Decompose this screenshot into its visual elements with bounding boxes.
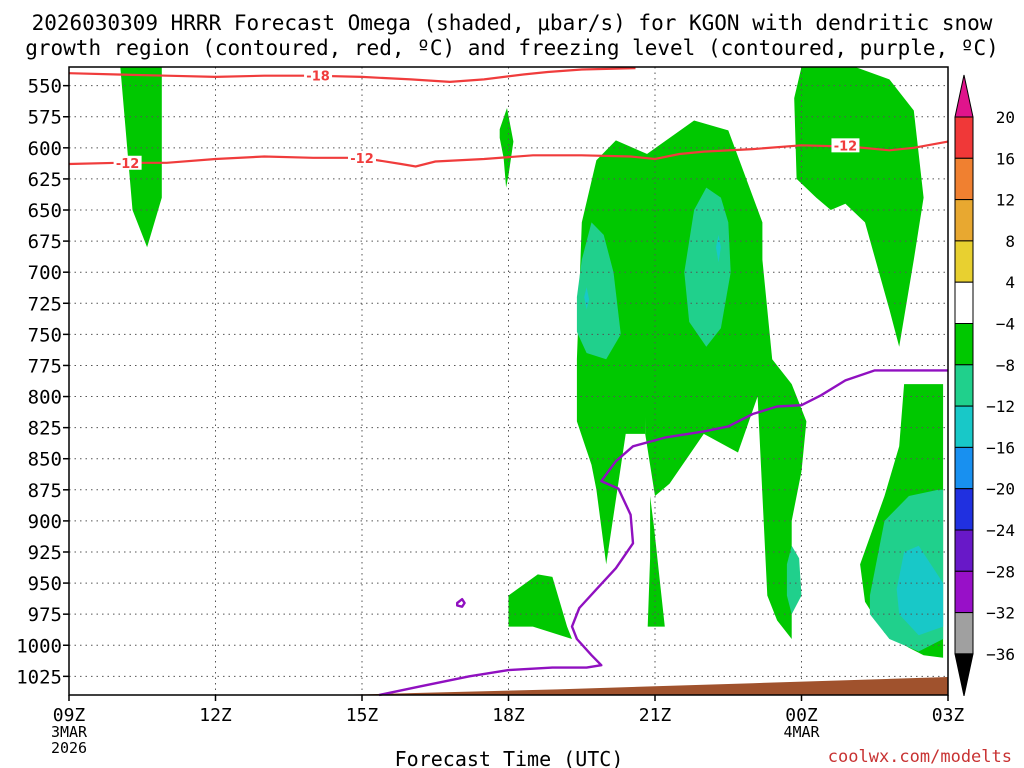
omega-region-7 [508,574,572,639]
omega-region-2 [499,108,514,188]
x-tick-label-09Z: 09Z [53,705,86,726]
x-tick-label-18Z: 18Z [492,705,525,726]
y-tick-label-975: 975 [28,604,62,626]
omega-region-15 [896,545,944,636]
colorbar-bin [954,570,974,614]
colorbar-label: −4 [996,315,1015,334]
x-tick-label-03Z: 03Z [932,705,965,726]
dgz-contour-label: -12 [116,157,140,172]
dgz-label-bg [348,150,376,165]
x-tick-year-09Z: 2026 [51,739,87,757]
colorbar-label: 16 [996,149,1015,168]
omega-region-4 [645,120,807,639]
colorbar-label: −20 [986,480,1015,499]
colorbar-bin [954,405,974,448]
colorbar-bin [954,323,974,366]
colorbar-bin [954,446,974,490]
y-tick-label-575: 575 [28,107,62,129]
x-tick-label-12Z: 12Z [199,705,232,726]
y-tick-label-800: 800 [28,387,62,409]
y-tick-label-700: 700 [28,262,62,284]
colorbar-label: 8 [1005,232,1015,251]
colorbar-bin [954,529,974,572]
colorbar-bin [954,199,974,242]
colorbar-bin [954,281,974,325]
y-tick-label-925: 925 [28,542,62,564]
y-tick-label-650: 650 [28,200,62,222]
dgz-label-bg [304,68,333,83]
dgz-label-bg [831,138,860,153]
y-tick-label-750: 750 [28,324,62,346]
y-tick-label-900: 900 [28,511,62,533]
colorbar-label: −24 [986,521,1015,540]
colorbar-over-triangle [954,74,974,118]
omega-region-1 [86,67,162,248]
dgz-contour-1 [68,67,636,84]
omega-region-11 [786,545,802,615]
y-axis: 550 575 600 625 650 675 700 725 750 775 800 825 850 8… [16,76,69,688]
ground-surface [69,677,948,695]
y-tick-label-725: 725 [28,293,62,315]
y-tick-label-675: 675 [28,231,62,253]
dgz-contour-2 [68,140,949,168]
colorbar-label: −8 [996,356,1015,375]
colorbar-bin [954,116,974,159]
colorbar-label: −36 [986,645,1015,664]
x-tick-label-15Z: 15Z [346,705,379,726]
omega-region-10 [684,187,731,347]
y-tick-label-825: 825 [28,418,62,440]
freezing-level-contour-2 [456,598,466,608]
y-tick-label-600: 600 [28,138,62,160]
freezing-level-contour-1 [378,369,948,697]
colorbar-bin [954,240,974,283]
y-tick-label-850: 850 [28,449,62,471]
x-tick-date-09Z: 3MAR [51,723,88,741]
x-axis-title: Forecast Time (UTC) [395,747,624,768]
x-tick-date-00Z: 4MAR [783,723,820,741]
credit-link[interactable]: coolwx.com/modelts [828,747,1012,767]
colorbar-label: −32 [986,604,1015,623]
y-tick-label-875: 875 [28,480,62,502]
x-tick-label-00Z: 00Z [785,705,818,726]
colorbar-bin [954,488,974,531]
omega-region-5 [794,67,924,347]
omega-region-13 [584,287,590,310]
y-tick-label-1000: 1000 [16,635,62,657]
chart-title-line-2: growth region (contoured, red, ºC) and f… [25,36,999,60]
colorbar-bin [954,364,974,407]
omega-colorbar: 20 16 12 8 4 −4 −8 −12 −16 −20 −24 −28 −32 −36 [954,74,1015,697]
dgz-contour-label: -18 [306,70,330,85]
y-tick-label-550: 550 [28,76,62,98]
colorbar-bin [954,157,974,201]
dgz-contour-label: -12 [834,139,858,154]
colorbar-label: 4 [1005,273,1015,292]
colorbar-label: 20 [996,108,1015,127]
colorbar-label: −12 [986,397,1015,416]
omega-region-8 [647,496,665,627]
ground-layer [69,677,948,695]
dgz-label-bg [113,155,142,170]
chart-title-line-1: 2026030309 HRRR Forecast Omega (shaded, … [32,11,993,35]
colorbar-bin [954,612,974,655]
colorbar-label: −16 [986,438,1015,457]
omega-region-14 [716,234,721,263]
colorbar-label: 12 [996,191,1015,210]
y-tick-label-1025: 1025 [16,666,62,688]
dgz-contour-label: -12 [350,152,374,167]
y-tick-label-775: 775 [28,355,62,377]
x-tick-label-21Z: 21Z [639,705,672,726]
omega-region-9 [576,222,621,360]
y-tick-label-625: 625 [28,169,62,191]
grid-lines [69,67,948,695]
colorbar-under-triangle [954,653,974,697]
y-tick-label-950: 950 [28,573,62,595]
colorbar-label: −28 [986,562,1015,581]
contour-lines: -18 -12 -12 -12 [68,67,949,697]
